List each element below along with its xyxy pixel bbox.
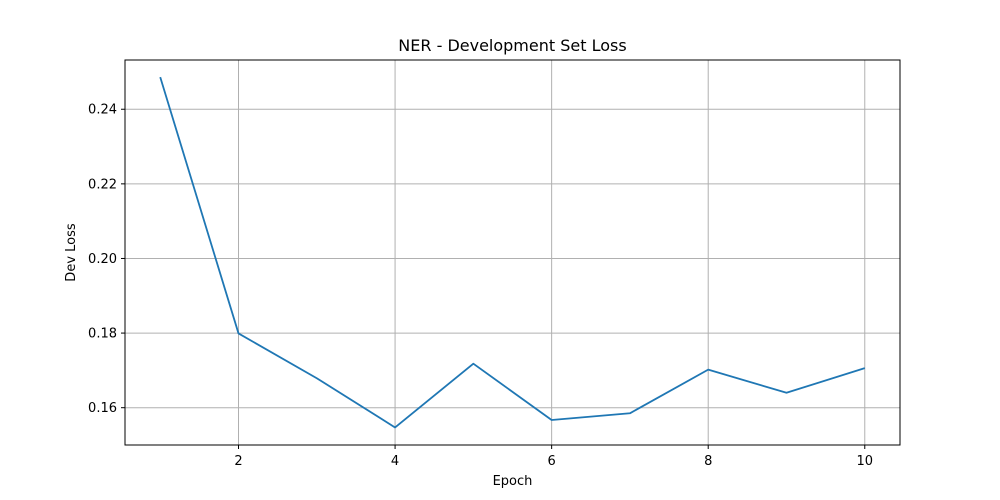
x-tick-label: 2 xyxy=(234,454,242,469)
chart-title: NER - Development Set Loss xyxy=(398,36,626,55)
x-axis-label: Epoch xyxy=(493,474,533,489)
grid-layer xyxy=(125,60,900,445)
y-tick-label: 0.18 xyxy=(88,327,117,342)
y-tick-label: 0.20 xyxy=(88,252,117,267)
x-tick-label: 8 xyxy=(704,454,712,469)
plot-frame xyxy=(124,59,901,446)
y-axis-label: Dev Loss xyxy=(64,223,79,282)
series-line xyxy=(159,76,866,429)
y-tick-label: 0.16 xyxy=(88,401,117,416)
x-tick-label: 4 xyxy=(391,454,399,469)
y-tick-label: 0.22 xyxy=(88,177,117,192)
x-tick-label: 10 xyxy=(856,454,873,469)
tick-layer: 2 4 6 8 10 0.16 0.18 0.20 0.22 0.24 xyxy=(88,103,873,469)
y-tick-label: 0.24 xyxy=(88,103,117,118)
series-layer xyxy=(159,76,866,429)
x-tick-label: 6 xyxy=(548,454,556,469)
